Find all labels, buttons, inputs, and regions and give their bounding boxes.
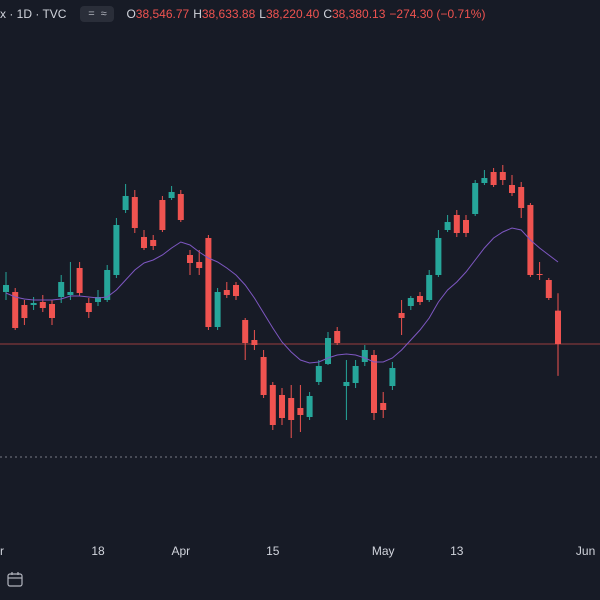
- x-tick-label: Apr: [171, 544, 190, 558]
- field-key: L: [259, 7, 266, 21]
- candle-body: [334, 331, 341, 343]
- candle-body: [205, 238, 212, 327]
- candle-body: [95, 297, 101, 302]
- calendar-icon[interactable]: [7, 572, 23, 587]
- candle-body: [380, 403, 387, 410]
- candle-body: [242, 320, 249, 343]
- candle-body: [113, 225, 120, 275]
- candle-body: [131, 197, 138, 228]
- candle-body: [21, 305, 28, 318]
- x-tick-label: 15: [266, 544, 280, 558]
- candle-body: [545, 280, 552, 298]
- candle-body: [444, 222, 451, 230]
- candle-body: [371, 355, 377, 413]
- field-value: 38,380.13: [332, 7, 386, 21]
- candle-body: [196, 262, 203, 268]
- candle-body: [214, 292, 221, 327]
- candle-body: [187, 255, 193, 263]
- candle-body: [426, 275, 433, 300]
- x-tick-label: r: [0, 544, 4, 558]
- candle-body: [159, 200, 166, 230]
- field-key: C: [323, 7, 332, 21]
- field-key: O: [126, 7, 136, 21]
- candle-body: [555, 310, 561, 344]
- candle-body: [67, 292, 74, 295]
- candle-body: [251, 340, 258, 345]
- candle-body: [325, 338, 331, 364]
- change: −274.30 (−0.71%): [389, 7, 486, 21]
- icon: =: [88, 8, 95, 20]
- candle-body: [361, 350, 368, 362]
- candle-body: [150, 240, 157, 246]
- candle-body: [288, 398, 295, 420]
- candle-body: [463, 220, 469, 233]
- candle-body: [39, 302, 46, 308]
- candle-body: [30, 303, 37, 305]
- candle-body: [223, 290, 230, 295]
- icon-frame: [7, 573, 23, 587]
- field-value: 38,633.88: [201, 7, 256, 21]
- candle-body: [85, 303, 92, 312]
- candle-body: [269, 385, 276, 425]
- candle-body: [260, 357, 267, 395]
- candle-body: [509, 185, 515, 193]
- candle-body: [233, 285, 239, 296]
- symbol: x · 1D · TVC: [0, 7, 67, 21]
- x-tick-label: May: [372, 544, 395, 558]
- candle-body: [58, 282, 65, 297]
- field-key: H: [193, 7, 202, 21]
- candle-body: [3, 285, 9, 292]
- candle-body: [279, 395, 285, 418]
- candle-body: [343, 382, 350, 386]
- candle-body: [49, 304, 55, 318]
- candle-body: [76, 268, 83, 293]
- candle-body: [177, 194, 184, 220]
- field-value: 38,220.40: [265, 7, 320, 21]
- field-value: 38,546.77: [135, 7, 190, 21]
- candle-body: [453, 215, 460, 233]
- moving-average: [5, 227, 559, 364]
- candle-body: [398, 313, 405, 318]
- candle-body: [389, 368, 396, 386]
- icon: ≈: [100, 8, 107, 20]
- candle-body: [104, 270, 111, 300]
- candle-body: [499, 172, 506, 180]
- candle-body: [518, 187, 525, 208]
- candle-body: [407, 298, 414, 306]
- candle-body: [417, 296, 423, 302]
- candle-body: [168, 192, 175, 198]
- candle-body: [435, 238, 442, 275]
- candle-body: [352, 366, 359, 383]
- candle-body: [141, 237, 147, 248]
- candle-body: [490, 172, 497, 185]
- candle-body: [12, 292, 19, 328]
- x-tick-label: 13: [450, 544, 464, 558]
- candle-body: [481, 178, 488, 183]
- toggle[interactable]: = ≈: [80, 6, 115, 22]
- candle-body: [536, 274, 543, 275]
- x-tick-label: 18: [91, 544, 105, 558]
- candle-body: [306, 396, 313, 417]
- candle-body: [472, 183, 479, 214]
- candle-body: [315, 366, 322, 382]
- candle-body: [122, 196, 129, 210]
- candle-body: [297, 408, 304, 415]
- legend-header: x · 1D · TVC = ≈ O 38,546.77 H 38,633.88 L 38,…: [0, 5, 487, 23]
- x-tick-label: Jun: [576, 544, 595, 558]
